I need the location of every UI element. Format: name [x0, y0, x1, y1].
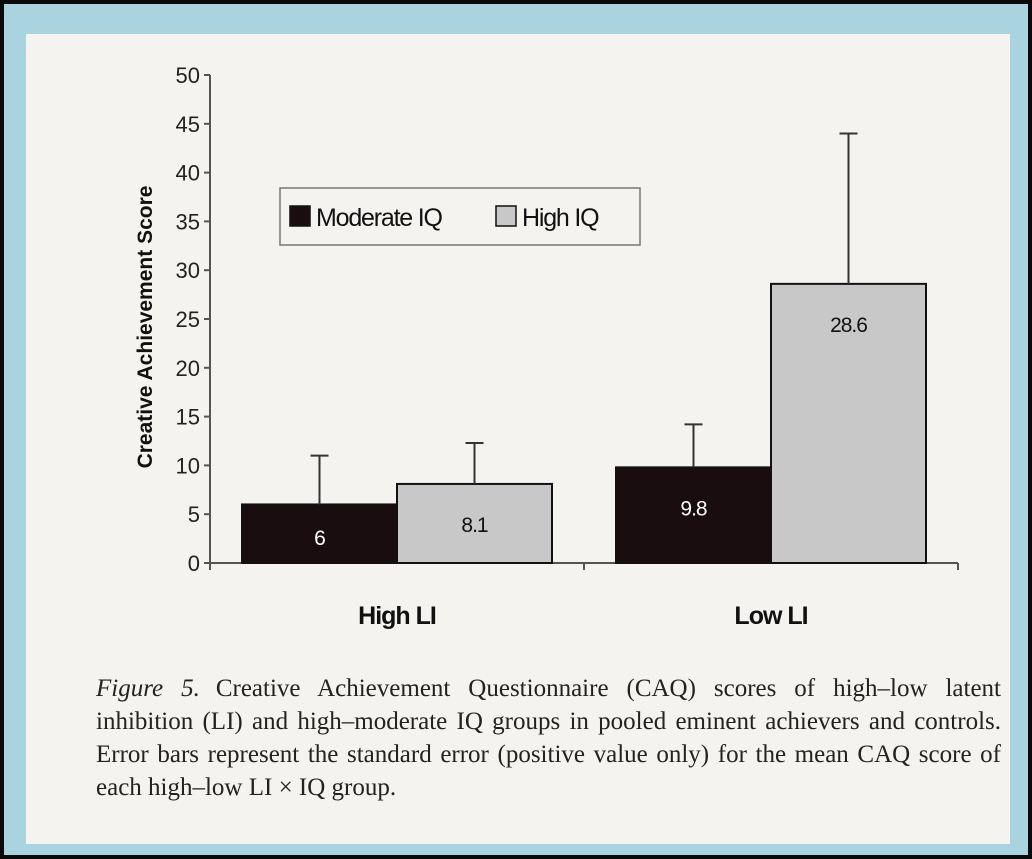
legend-label: High IQ: [522, 204, 599, 232]
y-tick-label: 0: [188, 551, 200, 576]
x-axis: High LI Low LI: [209, 562, 959, 630]
bars: 6 8.1 9.8 28.6: [241, 132, 927, 565]
y-tick-label: 45: [176, 112, 200, 137]
data-label: 6: [314, 527, 325, 550]
figure-label: Figure 5.: [96, 675, 200, 702]
y-tick-label: 40: [176, 161, 200, 186]
y-tick-label: 25: [176, 307, 200, 332]
data-label: 28.6: [830, 314, 867, 337]
legend-swatch: [495, 205, 517, 227]
y-tick-label: 10: [176, 453, 200, 478]
legend: Moderate IQ High IQ: [279, 187, 641, 246]
y-tick-label: 5: [188, 502, 200, 527]
data-label: 9.8: [680, 497, 707, 520]
y-axis-title: Creative Achievement Score: [134, 186, 157, 469]
y-tick-label: 20: [176, 356, 200, 381]
bar: [615, 466, 772, 564]
x-category-label: Low LI: [734, 602, 807, 630]
legend-swatch: [289, 205, 311, 227]
legend-label: Moderate IQ: [316, 204, 443, 232]
bar: [241, 503, 398, 565]
bar: [770, 282, 927, 564]
y-tick-label: 15: [176, 405, 200, 430]
y-tick-label: 50: [176, 63, 200, 88]
caption-text: Creative Achievement Questionnaire (CAQ)…: [96, 675, 1001, 801]
y-axis: 0 5 10 15 20 25 30 35 40 45 50 Creative Achievement…: [134, 63, 211, 576]
data-label: 8.1: [461, 514, 488, 537]
bar-chart: 0 5 10 15 20 25 30 35 40 45 50 Creative Achievement…: [134, 63, 959, 630]
x-category-label: High LI: [358, 602, 436, 630]
bar: [396, 482, 553, 564]
y-tick-label: 35: [176, 209, 200, 234]
figure-caption: Figure 5. Creative Achievement Questionna…: [96, 672, 1001, 804]
legend-box: [279, 187, 641, 246]
y-tick-label: 30: [176, 258, 200, 283]
